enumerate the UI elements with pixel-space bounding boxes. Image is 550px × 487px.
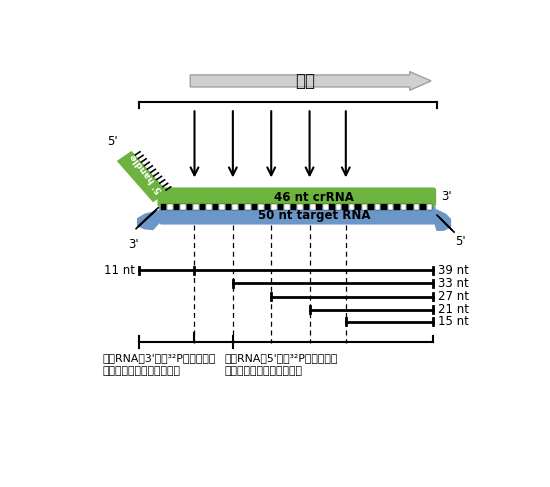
Text: 時間: 時間 [295,72,315,90]
Bar [290,205,296,210]
Bar [336,205,342,210]
Bar [226,205,231,210]
Bar [271,205,277,210]
Bar [420,205,426,210]
Bar [251,205,257,210]
Bar [186,205,192,210]
Bar [329,205,335,210]
Bar [355,205,361,210]
Text: 27 nt: 27 nt [438,290,469,303]
FancyArrow shape [190,72,431,90]
Bar [239,205,244,210]
Bar [200,205,205,210]
Bar [167,205,173,210]
Polygon shape [117,151,168,202]
Bar [161,205,166,210]
Bar [414,205,420,210]
Text: 21 nt: 21 nt [438,303,469,316]
Bar [232,205,238,210]
Bar [323,205,328,210]
Text: 5' handle: 5' handle [129,151,164,194]
Text: 場合に検出された分解産物: 場合に検出された分解産物 [224,366,302,376]
Bar [343,205,348,210]
Bar [193,205,199,210]
Bar [368,205,374,210]
Bar [382,205,387,210]
Polygon shape [433,209,451,231]
Text: 3': 3' [441,190,452,203]
Polygon shape [137,210,162,230]
Text: 15 nt: 15 nt [438,315,469,328]
Bar [349,205,355,210]
Text: 標的RNAの3'側を³²Pで標識した: 標的RNAの3'側を³²Pで標識した [103,353,216,363]
Bar [362,205,367,210]
Bar [258,205,263,210]
Bar [278,205,283,210]
Bar [408,205,413,210]
Text: 39 nt: 39 nt [438,264,469,277]
Bar [245,205,251,210]
Bar [375,205,381,210]
Bar [180,205,185,210]
Bar [401,205,406,210]
Bar [427,205,432,210]
Text: 3': 3' [129,238,139,251]
Text: 5': 5' [107,135,118,148]
Bar [206,205,212,210]
Text: 5': 5' [455,235,466,248]
Bar [219,205,224,210]
FancyBboxPatch shape [157,187,436,207]
Bar [394,205,400,210]
Bar [212,205,218,210]
Bar [316,205,322,210]
Text: 11 nt: 11 nt [104,264,135,277]
Text: 46 nt crRNA: 46 nt crRNA [274,191,354,204]
Text: 33 nt: 33 nt [438,277,469,290]
Bar [284,205,289,210]
Bar [388,205,393,210]
Bar [265,205,270,210]
Text: 場合に検出された分解産物: 場合に検出された分解産物 [103,366,181,376]
Text: 標的RNAの5'側を³²Pで標識した: 標的RNAの5'側を³²Pで標識した [224,353,338,363]
Bar [304,205,309,210]
Bar [297,205,302,210]
FancyBboxPatch shape [159,206,436,225]
Bar [310,205,316,210]
Bar [174,205,179,210]
Text: 50 nt target RNA: 50 nt target RNA [258,209,371,222]
